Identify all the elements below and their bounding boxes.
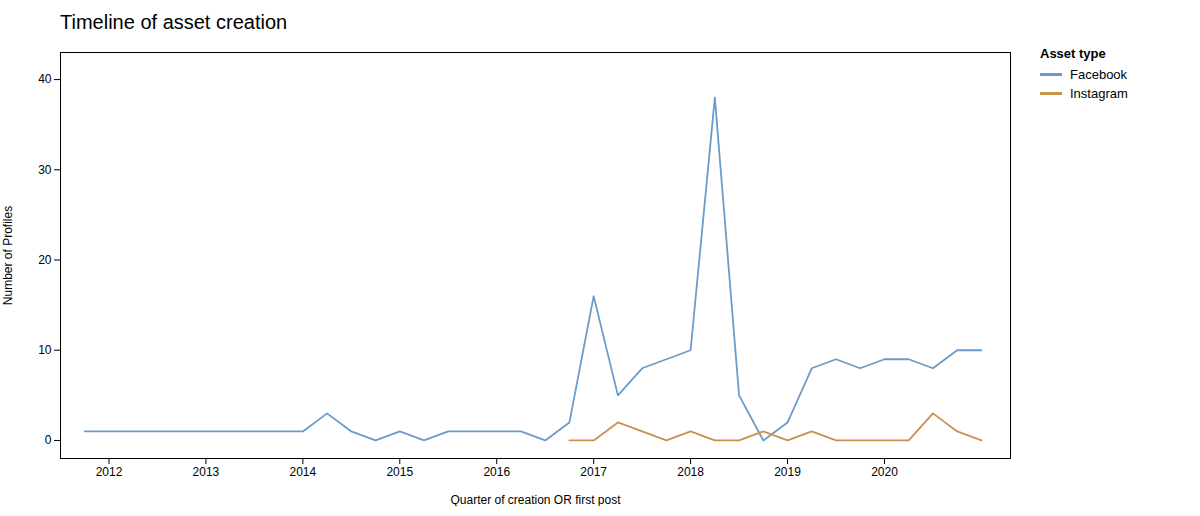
svg-text:2019: 2019 <box>774 465 801 479</box>
svg-text:Number of Profiles: Number of Profiles <box>1 206 15 305</box>
svg-text:2020: 2020 <box>871 465 898 479</box>
svg-text:Quarter of creation OR first p: Quarter of creation OR first post <box>450 493 621 507</box>
svg-text:2013: 2013 <box>193 465 220 479</box>
svg-text:2014: 2014 <box>289 465 316 479</box>
svg-text:2017: 2017 <box>580 465 607 479</box>
svg-text:10: 10 <box>38 343 52 357</box>
html-text:Instagram: Instagram <box>1070 86 1128 101</box>
svg-text:30: 30 <box>38 163 52 177</box>
svg-text:20: 20 <box>38 253 52 267</box>
svg-text:2015: 2015 <box>386 465 413 479</box>
svg-text:40: 40 <box>38 72 52 86</box>
svg-text:2016: 2016 <box>483 465 510 479</box>
html-text:Timeline of asset creation: Timeline of asset creation <box>60 11 288 33</box>
svg-text:2018: 2018 <box>677 465 704 479</box>
svg-text:0: 0 <box>45 433 52 447</box>
svg-text:2012: 2012 <box>96 465 123 479</box>
html-text:Asset type: Asset type <box>1040 46 1106 61</box>
html-text:Facebook: Facebook <box>1070 67 1128 82</box>
